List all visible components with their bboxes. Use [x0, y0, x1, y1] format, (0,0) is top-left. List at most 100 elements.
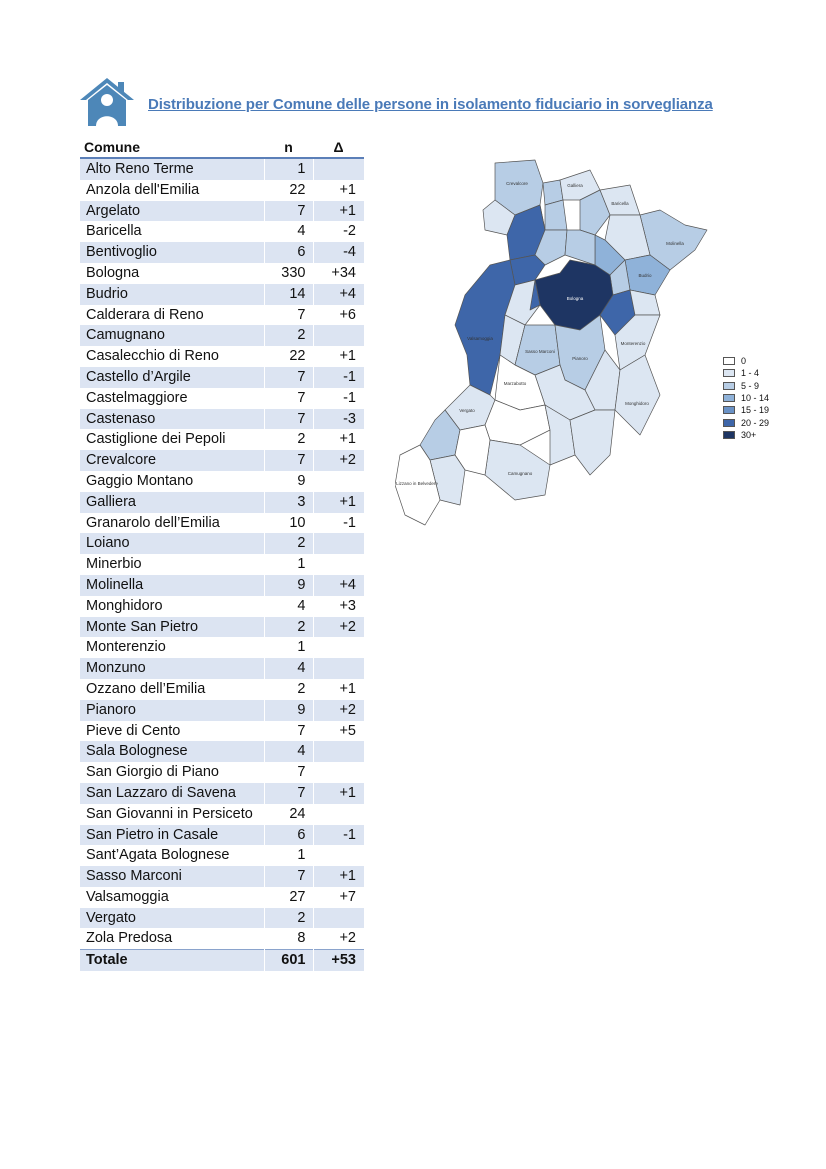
cell-comune: Casalecchio di Reno — [80, 346, 264, 367]
cell-delta: +4 — [313, 283, 364, 305]
province-map: Crevalcore Galliera Baricella Molinella … — [395, 159, 708, 526]
cell-delta: -3 — [313, 408, 364, 430]
table-row: Bentivoglio 6 -4 — [80, 242, 364, 263]
table-row: Alto Reno Terme 1 — [80, 158, 364, 180]
map-label-monterenzio: Monterenzio — [621, 341, 646, 346]
cell-comune: Pianoro — [80, 699, 264, 721]
table-row: San Giorgio di Piano 7 — [80, 762, 364, 783]
table-row: Baricella 4 -2 — [80, 221, 364, 243]
cell-comune: Vergato — [80, 907, 264, 929]
map-label-budrio: Budrio — [638, 273, 652, 278]
map-label-lizzano: Lizzano in Belvedere — [396, 481, 438, 486]
table-row: Sasso Marconi 7 +1 — [80, 866, 364, 887]
table-row: Molinella 9 +4 — [80, 574, 364, 596]
cell-comune: San Lazzaro di Savena — [80, 782, 264, 804]
legend-item: 10 - 14 — [723, 392, 769, 404]
map-region-camugnano — [484, 439, 551, 501]
table-row: Sala Bolognese 4 — [80, 741, 364, 763]
cell-comune: San Pietro in Casale — [80, 824, 264, 846]
cell-comune: Camugnano — [80, 325, 264, 347]
cell-delta — [313, 741, 364, 763]
map-label-crevalcore: Crevalcore — [506, 181, 528, 186]
total-delta: +53 — [313, 949, 364, 972]
legend-swatch — [723, 381, 735, 390]
legend-label: 30+ — [741, 429, 757, 440]
legend-swatch — [723, 357, 735, 366]
legend-item: 30+ — [723, 429, 769, 441]
column-header-delta: Δ — [313, 137, 364, 159]
cell-n: 330 — [263, 262, 314, 284]
cell-comune: Monghidoro — [80, 595, 264, 617]
cell-delta: +1 — [313, 346, 364, 367]
table-row: Bologna 330 +34 — [80, 262, 364, 284]
cell-comune: San Giorgio di Piano — [80, 762, 264, 783]
cell-comune: Baricella — [80, 221, 264, 243]
municipality-table: Comune n Δ Alto Reno Terme 1 Anzola dell'E… — [80, 137, 364, 972]
cell-comune: Granarolo dell’Emilia — [80, 512, 264, 534]
table-header-row: Comune n Δ — [80, 137, 364, 159]
total-n: 601 — [263, 949, 314, 972]
cell-comune: Galliera — [80, 491, 264, 513]
table-row: Anzola dell'Emilia 22 +1 — [80, 179, 364, 201]
cell-delta: +1 — [313, 179, 364, 201]
legend-item: 0 — [723, 355, 769, 367]
legend-item: 1 - 4 — [723, 367, 769, 379]
cell-comune: Budrio — [80, 283, 264, 305]
legend-label: 15 - 19 — [741, 405, 770, 416]
table-row: Monghidoro 4 +3 — [80, 595, 364, 617]
table-row: Castelmaggiore 7 -1 — [80, 387, 364, 409]
table-row: Castenaso 7 -3 — [80, 408, 364, 430]
table-row: Ozzano dell’Emilia 2 +1 — [80, 678, 364, 700]
legend-label: 1 - 4 — [741, 368, 760, 379]
cell-delta: +34 — [313, 262, 364, 284]
cell-delta: +1 — [313, 200, 364, 222]
cell-comune: Monte San Pietro — [80, 616, 264, 638]
table-row: Budrio 14 +4 — [80, 283, 364, 305]
cell-delta — [313, 554, 364, 575]
cell-delta: -1 — [313, 512, 364, 534]
cell-n: 3 — [263, 491, 314, 513]
table-row: Castello d’Argile 7 -1 — [80, 366, 364, 388]
cell-n: 2 — [263, 616, 314, 638]
cell-delta: -1 — [313, 366, 364, 388]
legend-label: 5 - 9 — [741, 380, 760, 391]
map-label-sasso: Sasso Marconi — [525, 349, 555, 354]
map-region-calderara — [534, 204, 568, 266]
column-header-comune: Comune — [80, 137, 264, 159]
cell-n: 1 — [263, 637, 314, 659]
cell-n: 2 — [263, 533, 314, 555]
cell-delta — [313, 907, 364, 929]
cell-delta — [313, 658, 364, 679]
cell-n: 1 — [263, 554, 314, 575]
column-header-n: n — [264, 137, 313, 159]
cell-comune: Anzola dell'Emilia — [80, 179, 264, 201]
legend-item: 20 - 29 — [723, 416, 769, 428]
cell-comune: Loiano — [80, 533, 264, 555]
table-row: Pianoro 9 +2 — [80, 699, 364, 721]
cell-n: 6 — [263, 242, 314, 263]
cell-delta: +1 — [313, 678, 364, 700]
cell-n: 22 — [263, 346, 314, 367]
cell-delta: +7 — [313, 886, 364, 908]
cell-delta: +2 — [313, 699, 364, 721]
cell-n: 9 — [263, 574, 314, 596]
cell-comune: Alto Reno Terme — [80, 158, 264, 180]
cell-delta: +1 — [313, 491, 364, 513]
cell-n: 2 — [263, 678, 314, 700]
cell-n: 1 — [263, 158, 314, 180]
legend-item: 5 - 9 — [723, 380, 769, 392]
map-region-lizzano — [395, 444, 441, 526]
cell-n: 7 — [263, 200, 314, 222]
table-row: Argelato 7 +1 — [80, 200, 364, 222]
table-row: Calderara di Reno 7 +6 — [80, 304, 364, 326]
map-label-baricella: Baricella — [611, 201, 629, 206]
cell-comune: Monzuno — [80, 658, 264, 679]
cell-comune: Zola Predosa — [80, 928, 264, 950]
table-row: Minerbio 1 — [80, 554, 364, 575]
table-row: Monte San Pietro 2 +2 — [80, 616, 364, 638]
cell-delta: +4 — [313, 574, 364, 596]
cell-delta: +5 — [313, 720, 364, 742]
cell-delta: +2 — [313, 450, 364, 471]
cell-n: 24 — [263, 803, 314, 825]
cell-n: 10 — [263, 512, 314, 534]
